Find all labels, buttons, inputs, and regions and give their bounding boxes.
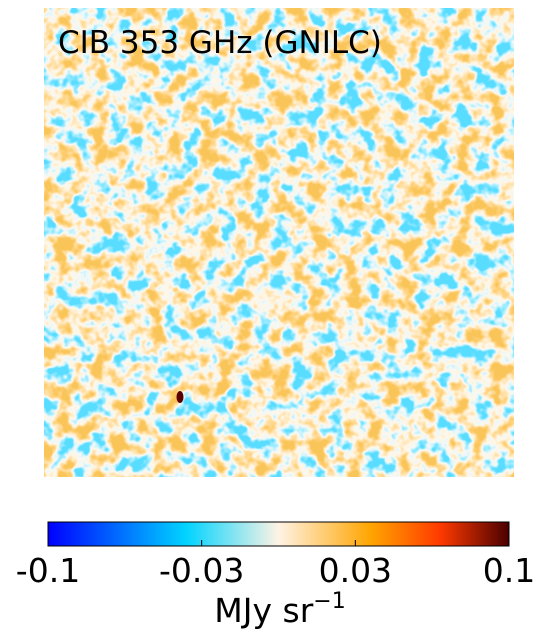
colorbar-tick-label: -0.03 — [159, 551, 244, 590]
colorbar-tick-label: -0.1 — [16, 551, 80, 590]
colorbar-unit: MJy sr−1 — [214, 589, 345, 630]
colorbar-tick-label: 0.1 — [483, 551, 535, 590]
colorbar-ticks: -0.1 -0.03 0.03 0.1 — [16, 540, 535, 590]
unit-text: MJy sr — [214, 591, 313, 630]
sky-map — [44, 8, 514, 477]
colorbar — [47, 521, 510, 547]
colorbar-tick-label: 0.03 — [319, 551, 392, 590]
unit-exponent: −1 — [313, 589, 345, 614]
point-source — [176, 391, 184, 403]
map-title: CIB 353 GHz (GNILC) — [58, 25, 382, 61]
